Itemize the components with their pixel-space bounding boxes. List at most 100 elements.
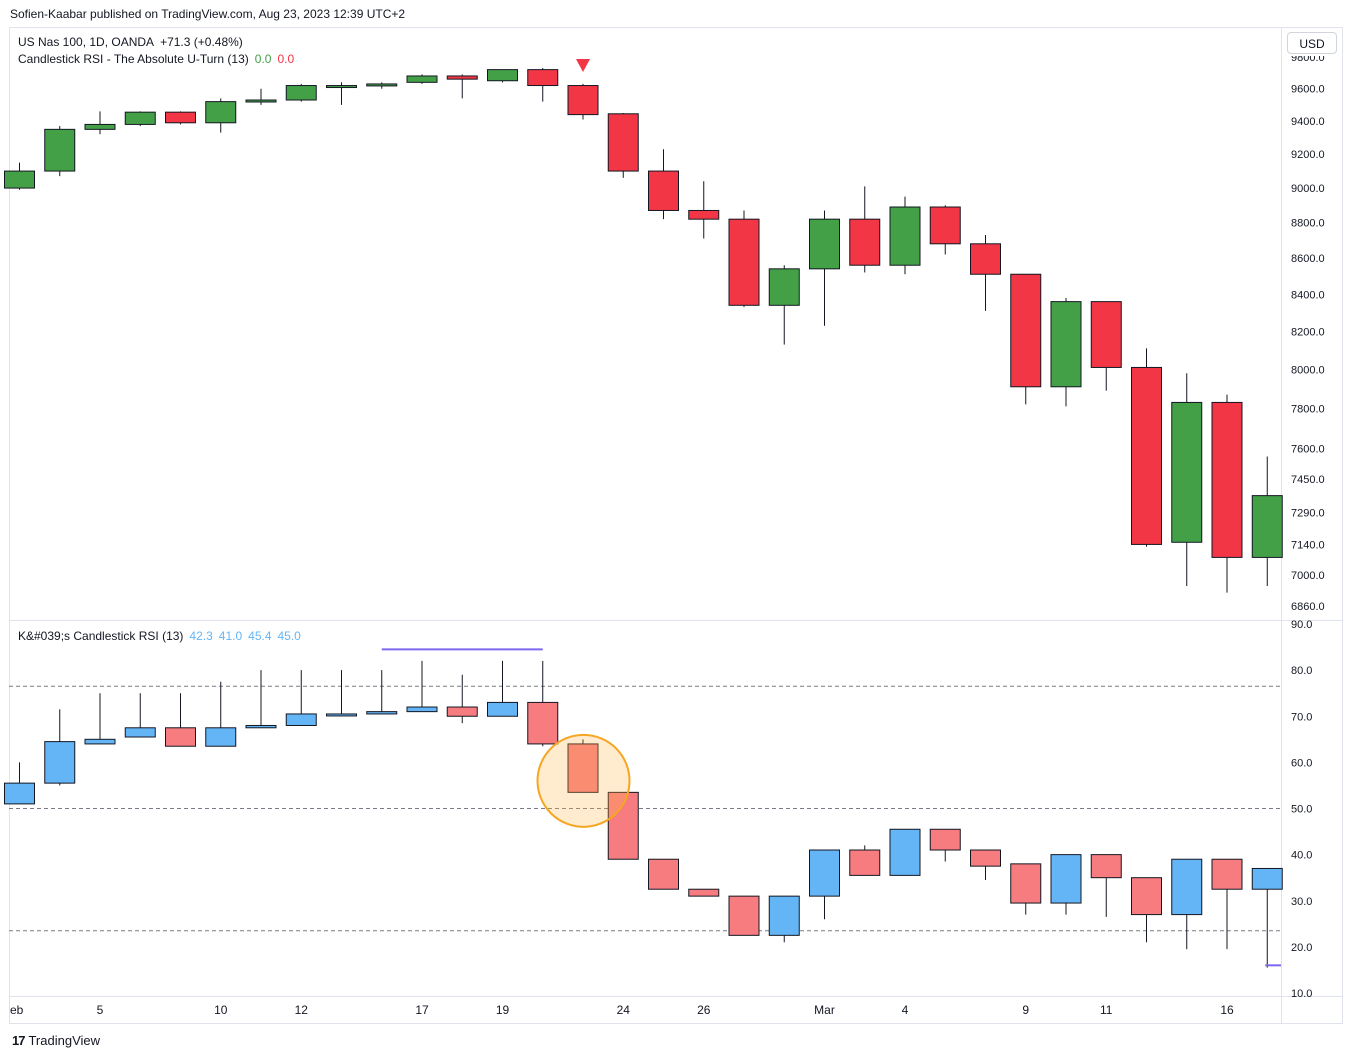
- price-body-7: [285, 85, 317, 101]
- rsi-tick-label-4: 50.0: [1291, 804, 1312, 816]
- price-candle-9: [366, 82, 398, 89]
- price-body-1: [44, 128, 76, 172]
- rsi-candle-28: [1131, 877, 1162, 943]
- rsi-body-20: [809, 849, 840, 897]
- price-candle-16: [648, 149, 679, 220]
- symbol-label[interactable]: US Nas 100, 1D, OANDA: [18, 35, 155, 49]
- rsi-body-17: [688, 888, 720, 897]
- price-body-15: [607, 113, 639, 172]
- highlight-circle: [536, 733, 631, 828]
- rsi-body-10: [406, 706, 438, 713]
- x-tick-label-6: 24: [617, 1003, 631, 1017]
- rsi-name[interactable]: K&#039;s Candlestick RSI (13): [18, 629, 184, 643]
- rsi-body-24: [970, 849, 1001, 867]
- rsi-candle-7: [285, 670, 317, 726]
- rsi-value-1: 42.3: [189, 629, 213, 643]
- rsi-body-7: [285, 713, 317, 726]
- x-tick-label-2: 10: [214, 1003, 228, 1017]
- price-candle-29: [1171, 373, 1203, 586]
- signal-triangle-icon: [576, 59, 590, 72]
- rsi-candle-2: [84, 693, 116, 745]
- price-body-24: [970, 243, 1001, 275]
- rsi-body-4: [165, 727, 196, 747]
- price-body-21: [849, 218, 881, 266]
- price-candle-21: [849, 186, 881, 273]
- price-candle-4: [165, 111, 196, 125]
- tradingview-brand[interactable]: 17 TradingView: [12, 1033, 100, 1048]
- price-candle-19: [768, 265, 800, 345]
- rsi-tick-label-5: 60.0: [1291, 757, 1312, 769]
- rsi-candle-26: [1050, 854, 1082, 915]
- currency-button[interactable]: USD: [1287, 32, 1337, 54]
- rsi-tick-label-7: 80.0: [1291, 665, 1312, 677]
- price-tick-label-14: 9400.0: [1291, 116, 1325, 128]
- x-tick-label-8: Mar: [814, 1003, 835, 1017]
- rsi-body-5: [205, 727, 237, 747]
- indicator-value-1: 0.0: [254, 52, 272, 66]
- rsi-tick-label-0: 10.0: [1291, 988, 1312, 1000]
- rsi-candle-29: [1171, 858, 1203, 950]
- price-body-25: [1010, 273, 1042, 388]
- price-body-26: [1050, 301, 1082, 388]
- price-candle-3: [124, 111, 156, 127]
- price-candle-7: [285, 83, 317, 102]
- price-candle-8: [326, 82, 357, 105]
- x-tick-label-0: eb: [10, 1003, 24, 1017]
- price-candle-23: [929, 205, 961, 255]
- price-candle-31: [1251, 456, 1283, 586]
- price-candle-22: [889, 196, 921, 275]
- rsi-tick-label-3: 40.0: [1291, 850, 1312, 862]
- rsi-candle-17: [688, 888, 720, 897]
- rsi-value-2: 41.0: [218, 629, 243, 643]
- price-body-17: [688, 209, 720, 220]
- price-candle-20: [809, 210, 840, 326]
- rsi-candle-22: [889, 828, 921, 876]
- rsi-candle-20: [809, 849, 840, 920]
- price-candle-11: [446, 74, 478, 99]
- rsi-body-28: [1131, 877, 1162, 916]
- x-tick-label-9: 4: [902, 1003, 909, 1017]
- price-body-9: [366, 83, 398, 87]
- rsi-body-0: [4, 782, 35, 805]
- x-tick-label-10: 9: [1022, 1003, 1029, 1017]
- rsi-body-30: [1211, 858, 1243, 890]
- rsi-body-2: [84, 738, 116, 745]
- price-body-10: [406, 75, 438, 83]
- rsi-candle-23: [929, 828, 961, 862]
- price-candle-12: [487, 69, 518, 83]
- price-body-22: [889, 206, 921, 266]
- price-body-4: [165, 111, 196, 124]
- change-label: +71.3 (+0.48%): [160, 35, 243, 49]
- price-candle-27: [1090, 301, 1122, 391]
- rsi-candle-1: [44, 709, 76, 786]
- rsi-candle-21: [849, 845, 881, 876]
- price-body-6: [245, 99, 277, 103]
- price-candles: [4, 68, 1283, 593]
- price-body-12: [487, 69, 518, 82]
- rsi-candle-4: [165, 693, 196, 747]
- price-body-0: [4, 170, 35, 189]
- x-tick-label-3: 12: [295, 1003, 309, 1017]
- rsi-candle-31: [1251, 867, 1283, 968]
- price-tick-label-1: 7000.0: [1291, 570, 1325, 582]
- price-body-29: [1171, 401, 1203, 543]
- price-candle-15: [607, 112, 639, 178]
- price-body-31: [1251, 495, 1283, 558]
- price-body-18: [728, 218, 760, 306]
- rsi-body-3: [124, 727, 156, 738]
- rsi-candle-19: [768, 895, 800, 943]
- price-candle-14: [567, 83, 599, 120]
- rsi-body-21: [849, 849, 881, 876]
- indicator-name[interactable]: Candlestick RSI - The Absolute U-Turn (1…: [18, 52, 249, 66]
- rsi-candle-11: [446, 674, 478, 724]
- tradingview-logo-icon: 17: [12, 1033, 26, 1048]
- rsi-candle-6: [245, 670, 277, 729]
- price-body-20: [809, 218, 840, 270]
- rsi-body-29: [1171, 858, 1203, 916]
- x-tick-label-11: 11: [1100, 1003, 1113, 1017]
- rsi-candle-10: [406, 660, 438, 713]
- rsi-candle-13: [527, 660, 559, 747]
- price-tick-label-3: 7290.0: [1291, 507, 1325, 519]
- rsi-tick-label-6: 70.0: [1291, 711, 1312, 723]
